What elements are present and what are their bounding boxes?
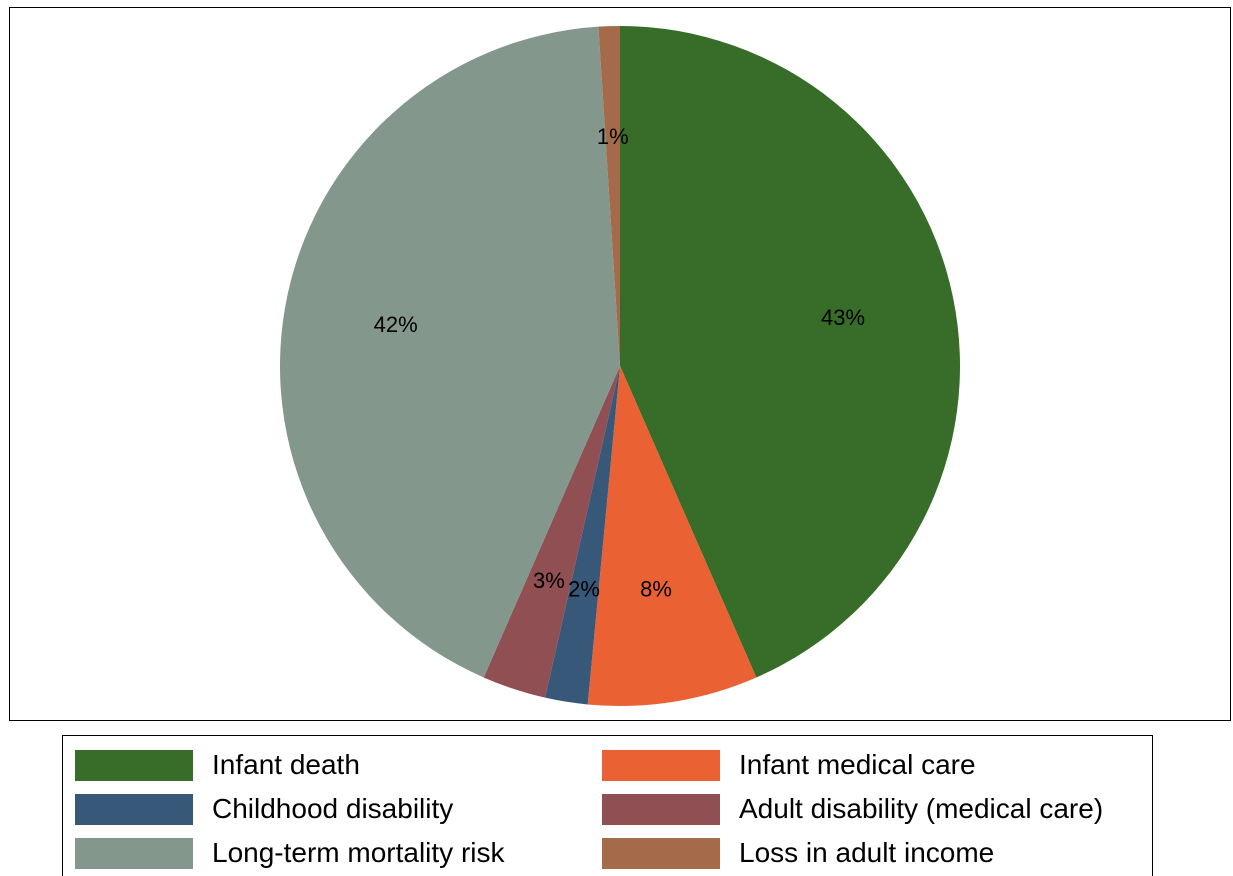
legend: Infant death Infant medical care Childho… <box>62 735 1153 876</box>
pie-slice-infant-medical-care <box>587 366 757 707</box>
legend-swatch-long-term-mortality-risk <box>75 837 193 869</box>
legend-item-adult-disability: Adult disability (medical care) <box>602 793 1103 825</box>
legend-label-adult-disability: Adult disability (medical care) <box>739 793 1104 824</box>
legend-item-loss-in-adult-income: Loss in adult income <box>602 837 994 869</box>
legend-item-infant-medical-care: Infant medical care <box>602 749 976 781</box>
pie-slice-infant-death <box>620 26 961 678</box>
legend-swatch-infant-death <box>75 749 193 781</box>
pie-slices <box>279 25 961 707</box>
legend-swatch-adult-disability <box>602 793 720 825</box>
legend-label-childhood-disability: Childhood disability <box>212 793 454 824</box>
slice-label-infant-medical-care: 8% <box>640 577 672 602</box>
slice-label-adult-disability-medical-care: 3% <box>533 568 565 593</box>
legend-label-infant-death: Infant death <box>212 749 360 780</box>
legend-swatch-childhood-disability <box>75 793 193 825</box>
pie-slice-loss-in-adult-income <box>598 25 620 366</box>
legend-swatch-infant-medical-care <box>602 749 720 781</box>
legend-label-long-term-mortality-risk: Long-term mortality risk <box>212 837 505 868</box>
pie-chart: 43% 8% 2%3% 42% 1% <box>279 25 961 707</box>
slice-label-long-term-mortality-risk: 42% <box>374 312 418 337</box>
pie-slice-adult-disability-medical-care <box>483 366 620 698</box>
plot-area <box>9 7 1231 721</box>
pie-slice-labels: 43% 8% 2%3% 42% 1% <box>374 124 865 602</box>
legend-label-loss-in-adult-income: Loss in adult income <box>739 837 995 868</box>
legend-item-infant-death: Infant death <box>75 749 360 781</box>
legend-item-childhood-disability: Childhood disability <box>75 793 453 825</box>
legend-item-long-term-mortality-risk: Long-term mortality risk <box>75 837 505 869</box>
legend-swatch-loss-in-adult-income <box>602 837 720 869</box>
slice-label-loss-in-adult-income: 1% <box>597 124 629 149</box>
pie-slice-long-term-mortality-risk <box>279 26 620 678</box>
slice-label-infant-death: 43% <box>821 305 865 330</box>
legend-label-infant-medical-care: Infant medical care <box>739 749 976 780</box>
pie-slice-childhood-disability <box>545 366 620 705</box>
slice-label-childhood-disability: 2% <box>568 577 600 602</box>
